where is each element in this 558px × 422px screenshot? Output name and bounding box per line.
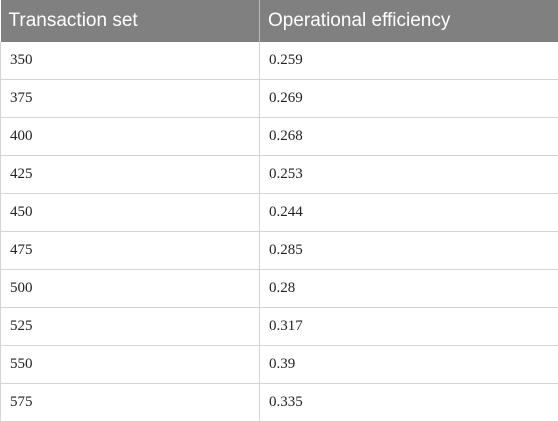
cell-operational-efficiency: 0.244 (259, 193, 558, 232)
table-row: 400 0.268 (0, 117, 558, 156)
table-row: 450 0.244 (0, 193, 558, 232)
cell-transaction-set: 400 (0, 117, 260, 156)
cell-transaction-set: 550 (0, 345, 260, 384)
table-row: 375 0.269 (0, 79, 558, 118)
cell-operational-efficiency: 0.39 (259, 345, 558, 384)
cell-transaction-set: 425 (0, 155, 260, 194)
cell-operational-efficiency: 0.28 (259, 269, 558, 308)
table-header: Transaction set Operational efficiency (0, 0, 558, 42)
cell-operational-efficiency: 0.317 (259, 307, 558, 346)
table-body: 350 0.259 375 0.269 400 0.268 425 0.253 … (0, 42, 558, 422)
cell-operational-efficiency: 0.285 (259, 231, 558, 270)
cell-transaction-set: 575 (0, 383, 260, 422)
cell-operational-efficiency: 0.269 (259, 79, 558, 118)
cell-transaction-set: 525 (0, 307, 260, 346)
cell-operational-efficiency: 0.253 (259, 155, 558, 194)
cell-operational-efficiency: 0.268 (259, 117, 558, 156)
table-row: 500 0.28 (0, 269, 558, 308)
cell-transaction-set: 475 (0, 231, 260, 270)
cell-transaction-set: 375 (0, 79, 260, 118)
header-operational-efficiency: Operational efficiency (259, 0, 558, 42)
header-transaction-set: Transaction set (0, 0, 260, 42)
table-row: 350 0.259 (0, 42, 558, 80)
cell-operational-efficiency: 0.335 (259, 383, 558, 422)
table-row: 475 0.285 (0, 231, 558, 270)
table-row: 575 0.335 (0, 383, 558, 422)
table-row: 550 0.39 (0, 345, 558, 384)
cell-transaction-set: 500 (0, 269, 260, 308)
cell-operational-efficiency: 0.259 (259, 42, 558, 80)
cell-transaction-set: 350 (0, 42, 260, 80)
cell-transaction-set: 450 (0, 193, 260, 232)
header-row: Transaction set Operational efficiency (0, 0, 558, 42)
table-row: 425 0.253 (0, 155, 558, 194)
table-row: 525 0.317 (0, 307, 558, 346)
